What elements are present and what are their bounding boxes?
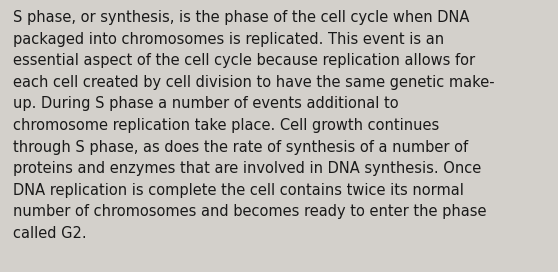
Text: S phase, or synthesis, is the phase of the cell cycle when DNA
packaged into chr: S phase, or synthesis, is the phase of t… — [13, 10, 494, 241]
